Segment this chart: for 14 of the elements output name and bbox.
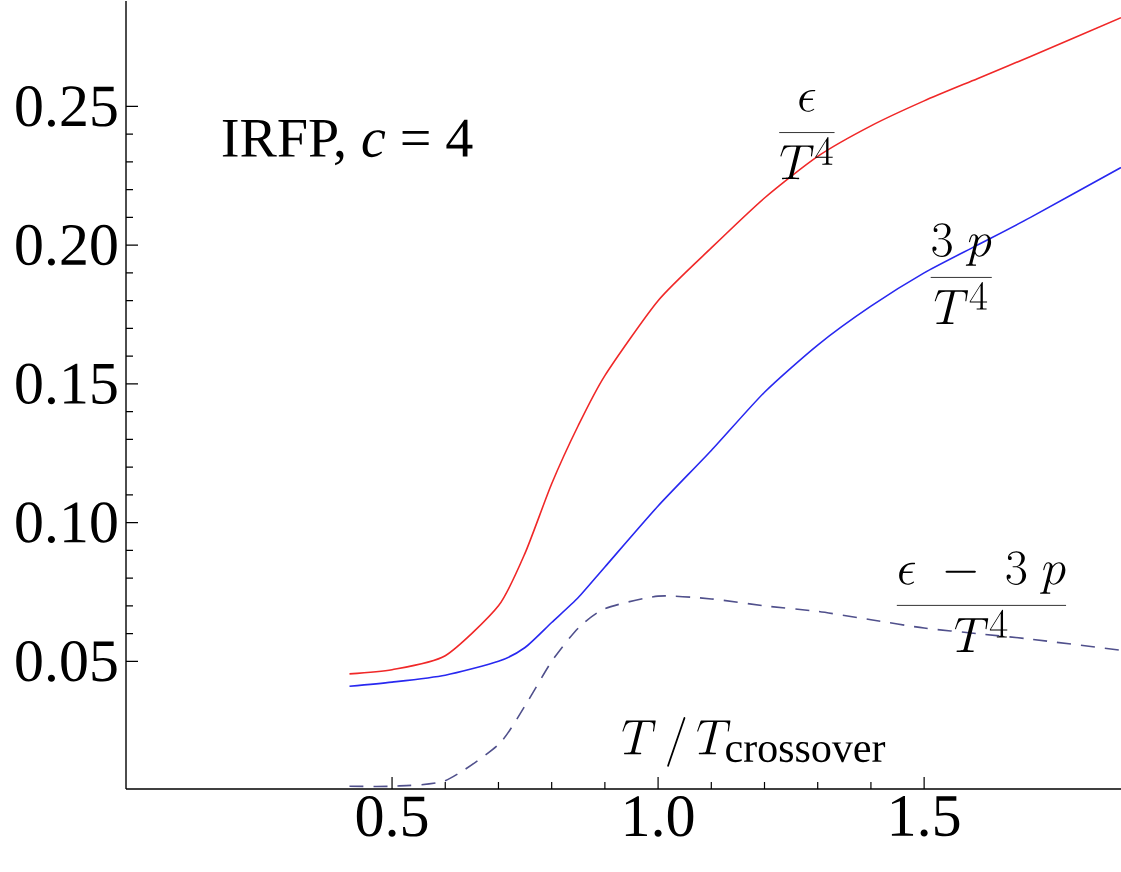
series-label: $\frac{\epsilon}{T^{4}}$ xyxy=(779,89,835,180)
y-tick-label: 0.20 xyxy=(16,224,117,266)
line-series xyxy=(348,16,1121,675)
annotation: IRFP, c = 4 xyxy=(222,119,473,166)
y-tick-label: 0.25 xyxy=(16,86,117,127)
x-tick-label: 1.0 xyxy=(625,796,694,837)
x-axis-title: $T\,/\,T_{\mathrm{crossover}}$ xyxy=(622,716,886,767)
series-label: $\frac{\epsilon\;-\;3\;p}{T^{4}}$ xyxy=(896,551,1067,652)
y-tick-label: 0.10 xyxy=(16,502,117,543)
y-tick-label: 0.15 xyxy=(16,363,117,405)
x-tick-label: 1.5 xyxy=(891,796,960,837)
x-tick-label: 0.5 xyxy=(356,796,428,837)
series-label: $\frac{3\;p}{T^{4}}$ xyxy=(930,223,992,324)
y-tick-label: 0.05 xyxy=(16,640,117,682)
